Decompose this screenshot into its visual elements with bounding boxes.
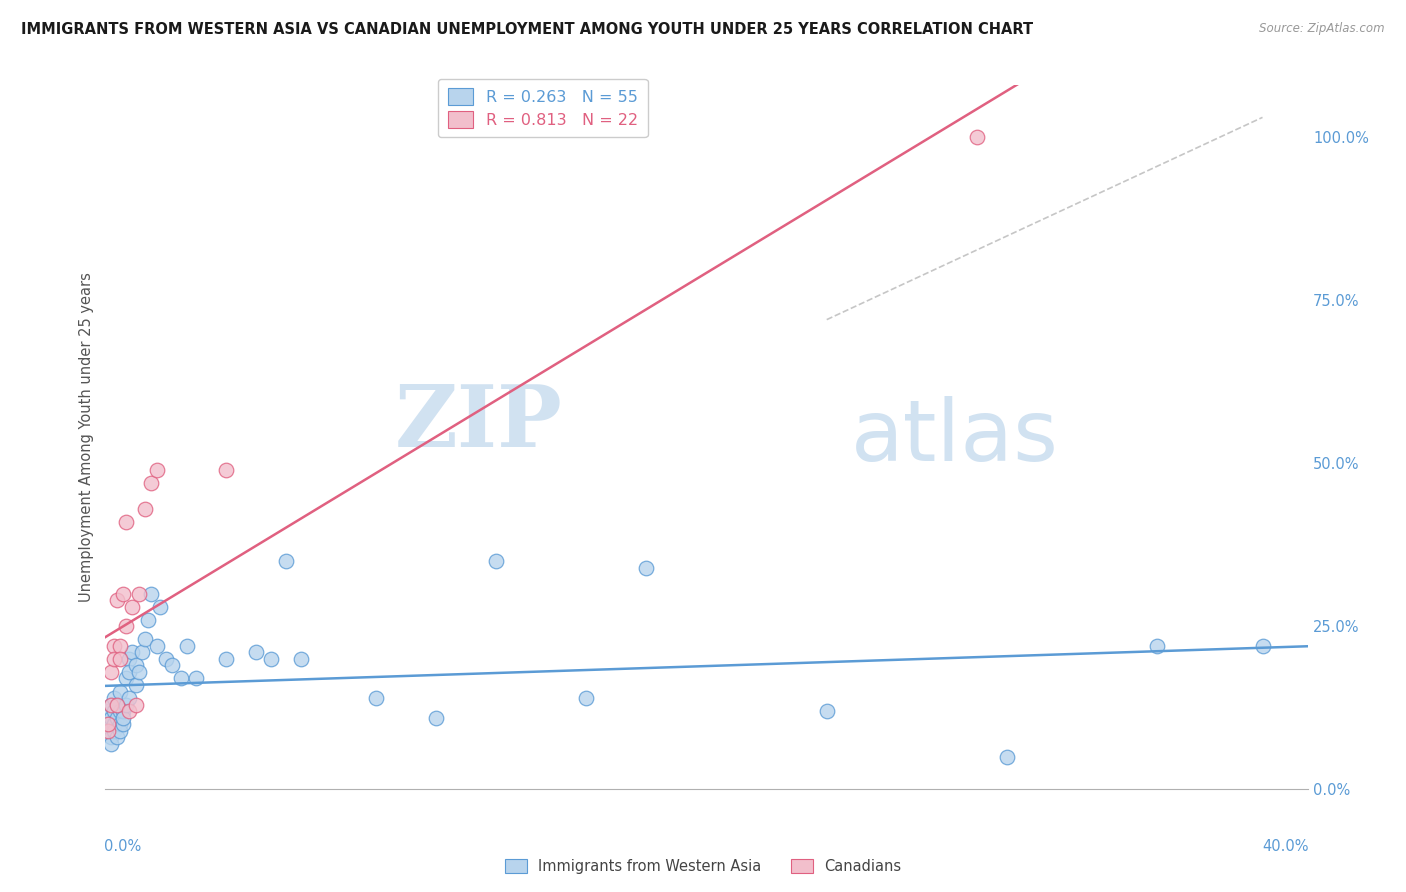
Point — [103, 691, 125, 706]
Text: ZIP: ZIP — [395, 381, 562, 465]
Point — [176, 639, 198, 653]
Point — [97, 723, 120, 738]
Point — [103, 639, 125, 653]
Point — [100, 698, 122, 712]
Point — [103, 652, 125, 666]
Point — [815, 704, 838, 718]
Point — [115, 619, 138, 633]
Point — [103, 717, 125, 731]
Point — [148, 599, 170, 614]
Point — [107, 730, 129, 744]
Point — [155, 652, 177, 666]
Point — [97, 723, 120, 738]
Point — [100, 665, 122, 679]
Point — [100, 737, 122, 751]
Point — [139, 587, 162, 601]
Point — [107, 711, 129, 725]
Text: 0.0%: 0.0% — [104, 838, 142, 854]
Legend: R = 0.263   N = 55, R = 0.813   N = 22: R = 0.263 N = 55, R = 0.813 N = 22 — [439, 78, 648, 137]
Point — [112, 587, 135, 601]
Point — [364, 691, 387, 706]
Point — [118, 665, 141, 679]
Point — [110, 704, 132, 718]
Point — [112, 711, 135, 725]
Point — [134, 501, 156, 516]
Point — [425, 711, 447, 725]
Text: Source: ZipAtlas.com: Source: ZipAtlas.com — [1260, 22, 1385, 36]
Point — [214, 652, 236, 666]
Point — [115, 515, 138, 529]
Point — [103, 704, 125, 718]
Point — [274, 554, 297, 568]
Point — [995, 749, 1018, 764]
Point — [97, 717, 120, 731]
Point — [1146, 639, 1168, 653]
Text: IMMIGRANTS FROM WESTERN ASIA VS CANADIAN UNEMPLOYMENT AMONG YOUTH UNDER 25 YEARS: IMMIGRANTS FROM WESTERN ASIA VS CANADIAN… — [21, 22, 1033, 37]
Y-axis label: Unemployment Among Youth under 25 years: Unemployment Among Youth under 25 years — [79, 272, 94, 602]
Point — [636, 560, 658, 574]
Point — [134, 632, 156, 647]
Point — [112, 704, 135, 718]
Point — [100, 711, 122, 725]
Point — [184, 672, 207, 686]
Text: 40.0%: 40.0% — [1263, 838, 1309, 854]
Point — [110, 723, 132, 738]
Point — [112, 717, 135, 731]
Point — [124, 698, 146, 712]
Text: atlas: atlas — [851, 395, 1059, 479]
Point — [100, 698, 122, 712]
Point — [139, 475, 162, 490]
Point — [107, 698, 129, 712]
Point — [115, 672, 138, 686]
Point — [290, 652, 312, 666]
Point — [118, 691, 141, 706]
Point — [97, 704, 120, 718]
Point — [110, 684, 132, 698]
Point — [115, 698, 138, 712]
Point — [128, 587, 150, 601]
Point — [260, 652, 283, 666]
Point — [124, 658, 146, 673]
Point — [128, 665, 150, 679]
Point — [214, 463, 236, 477]
Point — [121, 599, 143, 614]
Point — [118, 652, 141, 666]
Point — [575, 691, 598, 706]
Point — [103, 723, 125, 738]
Point — [169, 672, 191, 686]
Point — [107, 593, 129, 607]
Point — [110, 652, 132, 666]
Point — [145, 639, 167, 653]
Point — [110, 639, 132, 653]
Point — [136, 613, 159, 627]
Point — [145, 463, 167, 477]
Point — [124, 678, 146, 692]
Point — [110, 717, 132, 731]
Point — [485, 554, 508, 568]
Point — [131, 645, 153, 659]
Point — [245, 645, 267, 659]
Point — [1251, 639, 1274, 653]
Point — [160, 658, 183, 673]
Point — [97, 717, 120, 731]
Point — [107, 698, 129, 712]
Legend: Immigrants from Western Asia, Canadians: Immigrants from Western Asia, Canadians — [499, 854, 907, 880]
Point — [121, 645, 143, 659]
Point — [100, 730, 122, 744]
Point — [966, 130, 988, 145]
Point — [118, 704, 141, 718]
